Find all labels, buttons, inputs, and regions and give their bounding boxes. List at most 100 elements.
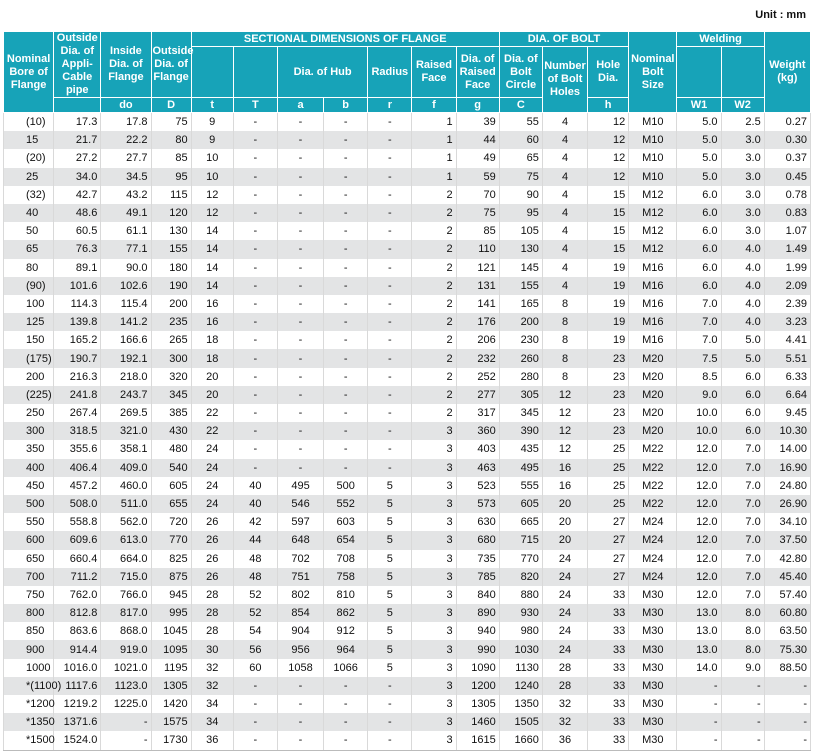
table-cell: 930 <box>498 604 543 623</box>
table-cell: 139.8 <box>53 313 102 332</box>
table-cell: - <box>232 422 278 441</box>
table-cell: - <box>232 385 278 404</box>
table-cell: 964 <box>323 640 369 659</box>
table-cell: 1030 <box>498 640 543 659</box>
table-cell: 3 <box>411 658 457 677</box>
table-cell: 3.0 <box>720 222 765 241</box>
table-cell: 75 <box>498 167 543 186</box>
table-cell: 165.2 <box>53 331 102 350</box>
table-cell: 6.0 <box>676 258 722 277</box>
table-cell: 166.6 <box>100 331 152 350</box>
table-row: 650 660.4 664.0 825 26 48 702 708 5 3 735 770 24 27 M2… <box>2 549 812 568</box>
table-cell: 3 <box>411 695 457 714</box>
header-inside-dia-sym: do <box>100 97 152 113</box>
table-cell: - <box>323 695 369 714</box>
table-cell: 206 <box>455 331 500 350</box>
table-cell: 7.0 <box>676 313 722 332</box>
table-cell: 65 <box>498 149 543 168</box>
table-cell: 265 <box>150 331 192 350</box>
table-cell: 12.0 <box>676 531 722 550</box>
table-row: 900 914.4 919.0 1095 30 56 956 964 5 3 990 1030 24 33… <box>2 640 812 659</box>
table-cell: 3 <box>411 604 457 623</box>
table-cell: - <box>276 240 325 259</box>
table-cell: 80 <box>2 258 55 277</box>
table-cell: - <box>276 367 325 386</box>
table-cell: 130 <box>150 222 192 241</box>
table-cell: - <box>232 185 278 204</box>
table-cell: - <box>323 731 369 751</box>
table-cell: 30 <box>190 640 234 659</box>
table-cell: 89.1 <box>53 258 102 277</box>
table-cell: 7.0 <box>720 549 765 568</box>
table-cell: 450 <box>2 476 55 495</box>
table-cell: 65 <box>2 240 55 259</box>
table-cell: 7.0 <box>676 294 722 314</box>
table-cell: 19 <box>587 294 630 314</box>
table-cell: 24 <box>541 585 589 605</box>
table-cell: 812.8 <box>53 604 102 623</box>
table-cell: 4 <box>541 203 589 223</box>
table-cell: 20 <box>190 367 234 386</box>
table-cell: 3 <box>411 713 457 732</box>
table-cell: 12.0 <box>676 513 722 532</box>
table-cell: 3 <box>411 422 457 441</box>
table-cell: 10.30 <box>763 422 812 441</box>
table-cell: - <box>763 713 812 732</box>
table-cell: 1730 <box>150 731 192 751</box>
table-cell: 8.0 <box>720 640 765 659</box>
table-cell: 5.0 <box>720 331 765 350</box>
table-cell: (10) <box>2 112 55 132</box>
table-cell: 550 <box>2 513 55 532</box>
table-cell: - <box>276 258 325 277</box>
table-cell: 19 <box>587 276 630 295</box>
table-cell: - <box>276 422 325 441</box>
table-cell: 0.45 <box>763 167 812 186</box>
table-cell: 102.6 <box>100 276 152 295</box>
table-cell: 9 <box>190 131 234 150</box>
table-cell: 4.0 <box>720 240 765 259</box>
table-cell: - <box>232 203 278 223</box>
table-cell: 12.0 <box>676 440 722 459</box>
table-cell: 868.0 <box>100 622 152 641</box>
table-cell: 27 <box>587 531 630 550</box>
table-row: *1500 1524.0-1730 36- - - -3 1615 1660 36 33 M30- -… <box>2 731 812 751</box>
table-row: 700 711.2 715.0 875 26 48 751 758 5 3 785 820 24 27 M2… <box>2 567 812 586</box>
table-cell: 33 <box>587 658 630 677</box>
table-cell: 680 <box>455 531 500 550</box>
table-cell: 27.7 <box>100 149 152 168</box>
table-cell: 1371.6 <box>53 713 102 732</box>
table-cell: - <box>323 676 369 695</box>
table-cell: 2 <box>411 185 457 204</box>
table-cell: 406.4 <box>53 458 102 477</box>
table-cell: 2 <box>411 313 457 332</box>
table-cell: 59 <box>455 167 500 186</box>
table-cell: M30 <box>628 604 678 623</box>
table-cell: - <box>276 203 325 223</box>
table-cell: M30 <box>628 622 678 641</box>
table-cell: - <box>367 149 413 168</box>
table-cell: 45.40 <box>763 567 812 586</box>
table-cell: 4 <box>541 185 589 204</box>
header-C-sym: C <box>498 97 543 113</box>
table-cell: 5.51 <box>763 349 812 368</box>
table-cell: 1 <box>411 167 457 186</box>
table-cell: - <box>367 349 413 368</box>
table-cell: - <box>367 422 413 441</box>
table-cell: - <box>367 258 413 277</box>
table-cell: 854 <box>276 604 325 623</box>
table-cell: 1000 <box>2 658 55 677</box>
table-cell: - <box>367 167 413 186</box>
table-cell: - <box>323 149 369 168</box>
table-cell: 4.41 <box>763 331 812 350</box>
table-cell: 4.0 <box>720 276 765 295</box>
header-b-sym: b <box>323 97 369 113</box>
table-cell: 702 <box>276 549 325 568</box>
table-cell: 6.0 <box>720 404 765 423</box>
table-cell: - <box>232 240 278 259</box>
table-cell: - <box>276 731 325 751</box>
table-cell: 200 <box>150 294 192 314</box>
table-cell: 21.7 <box>53 131 102 150</box>
table-cell: 6.0 <box>720 422 765 441</box>
table-cell: 650 <box>2 549 55 568</box>
table-cell: 52 <box>232 604 278 623</box>
